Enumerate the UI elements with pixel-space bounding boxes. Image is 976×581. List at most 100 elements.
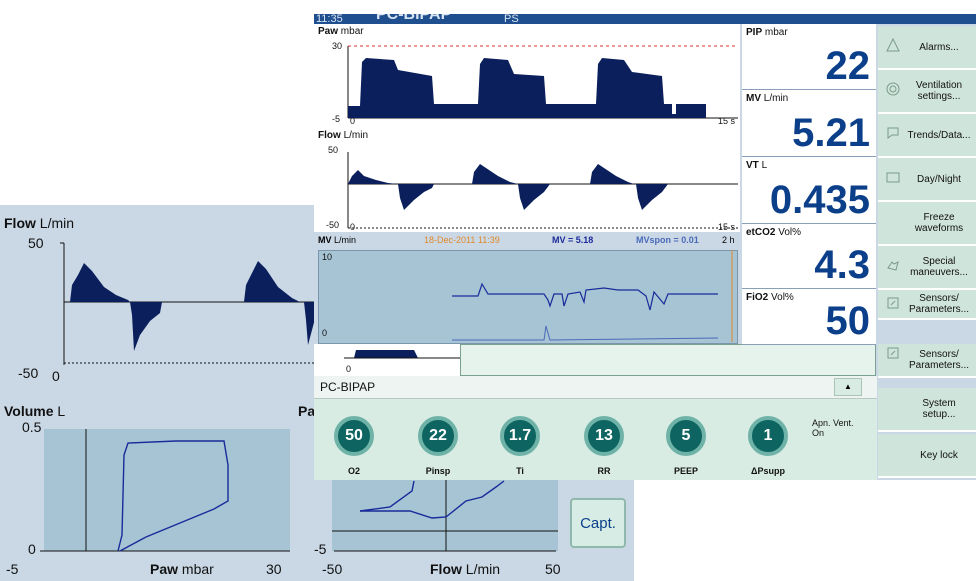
pinsp-knob-label: Pinsp [425,466,451,476]
volume-ymin-label: 0 [28,541,36,557]
trend-header: MV L/min 18-Dec-2011 11:39 MV = 5.18 MVs… [314,234,740,248]
trends-icon [887,127,899,139]
peep-knob[interactable]: 5 [666,416,706,456]
flow-waveform-panel [314,128,740,232]
trend-title: MV L/min [318,235,357,245]
trends-data-button[interactable]: Trends/Data... [878,114,976,158]
expand-button[interactable]: ▲ [834,378,862,396]
mv-value: 5.21 [792,111,870,155]
sensors-parameters-button-1[interactable]: Sensors/ Parameters... [878,290,976,320]
flow-waveform-chart [347,152,738,229]
rr-knob[interactable]: 13 [584,416,624,456]
pinsp-knob[interactable]: 22 [418,416,458,456]
volume-xmax-label: 30 [266,561,282,577]
flow-main-xend-label: 15 s [718,222,736,232]
value-box-etco2: etCO2 Vol% 4.3 [742,224,876,289]
trend-ymax-label: 10 [322,252,333,262]
value-label: MV L/min [746,93,789,104]
small-strip [314,344,460,376]
mode-title: PC-BIPAP [376,14,452,23]
sensor-icon [887,297,899,309]
flow-main-ymin-label: -50 [326,220,340,230]
rr-knob-label: RR [597,466,611,476]
day-night-icon [886,172,900,183]
ventilation-settings-button[interactable]: Ventilation settings... [878,70,976,114]
loop-ymin-label: -5 [314,541,327,557]
volume-plot-area [44,429,290,551]
alarms-button[interactable]: Alarms... [878,26,976,70]
sensors-parameters-button-2[interactable]: Sensors/ Parameters... [878,344,976,378]
volume-loop-chart [40,429,290,552]
trend-date: 18-Dec-2011 11:39 [424,235,500,245]
delta-psupp-knob-label: ΔPsupp [751,466,785,476]
mode-sub: PS [504,14,519,24]
ventilation-settings-area: PC-BIPAP ▲ 50 O2 22 Pinsp 1.7 Ti 13 RR 5… [314,376,877,480]
ti-knob[interactable]: 1.7 [500,416,540,456]
trend-span: 2 h [722,235,735,245]
trend-mv-spon-text: MVspon = 0.01 [636,235,699,245]
system-setup-button[interactable]: System setup... [878,388,976,432]
small-strip-wave [344,350,460,359]
strip-zero-label: 0 [346,364,352,374]
value-label: PIP mbar [746,27,788,38]
peep-knob-label: PEEP [673,466,698,476]
flow-main-title: Flow L/min [318,130,369,141]
o2-knob-label: O2 [347,466,360,476]
volume-title: Volume L [4,403,66,419]
paw-xend-label: 15 s [718,116,736,126]
flow-ymin-label: -50 [18,365,39,381]
paw-ymin-label: -5 [332,114,341,124]
value-label: FiO2 Vol% [746,292,794,303]
value-label: VT L [746,160,768,171]
volume-ymax-label: 0.5 [22,419,42,435]
apnea-ventilation-status: Apn. Vent. On [812,418,854,438]
fio2-value: 50 [825,299,871,343]
sensor-icon [887,347,899,359]
loop-xmax-label: 50 [545,561,561,577]
trend-chart [452,250,733,342]
flow-ymax-label: 50 [28,235,44,251]
loop-xmin-label: -50 [322,561,343,577]
ti-knob-label: Ti [516,466,524,476]
freeze-waveforms-button[interactable]: Freeze waveforms [878,202,976,246]
alarm-triangle-icon [886,38,900,52]
value-box-pip: PIP mbar 22 [742,24,876,90]
mode-bar-label: PC-BIPAP [320,380,376,394]
flow-title: Flow L/min [4,215,75,231]
back-flow-waveform [60,242,318,365]
pip-value: 22 [825,44,871,88]
ventilator-main-window: 11:35 PC-BIPAP PS Paw mbar 30 -5 0 15 s … [314,14,976,480]
capture-button[interactable]: Capt. [570,498,626,548]
paw-xzero-label: 0 [350,116,356,126]
etco2-value: 4.3 [814,243,870,287]
hand-icon [887,261,899,271]
flow-loop-chart [332,480,558,552]
paw-title: Paw mbar [318,26,364,37]
loop-x-axis-label: Flow L/min [430,561,501,577]
volume-xmin-label: -5 [6,561,19,577]
value-label: etCO2 Vol% [746,227,802,238]
volume-x-axis-label: Paw mbar [150,561,214,577]
flow-xzero-label: 0 [52,368,60,384]
mode-bar: PC-BIPAP ▲ [314,376,877,399]
value-box-vt: VT L 0.435 [742,157,876,224]
flow-loop-plot-area [332,480,558,551]
trend-plot-area [318,250,738,344]
trend-mv-text: MV = 5.18 [552,235,594,245]
paw-ymax-label: 30 [332,41,343,51]
message-area [460,344,876,376]
o2-knob[interactable]: 50 [334,416,374,456]
day-night-button[interactable]: Day/Night [878,158,976,202]
trend-ymin-label: 0 [322,328,328,338]
paw-waveform-chart [347,45,738,119]
key-lock-button[interactable]: Key lock [878,434,976,478]
flow-main-xzero-label: 0 [350,222,356,232]
value-box-fio2: FiO2 Vol% 50 [742,289,876,345]
value-box-mv: MV L/min 5.21 [742,90,876,157]
delta-psupp-knob[interactable]: 1 [748,416,788,456]
flow-main-ymax-label: 50 [328,145,339,155]
clock-text: 11:35 [316,14,343,24]
vt-value: 0.435 [769,178,870,222]
title-bar: 11:35 PC-BIPAP PS [314,14,976,24]
special-maneuvers-button[interactable]: Special maneuvers... [878,246,976,290]
